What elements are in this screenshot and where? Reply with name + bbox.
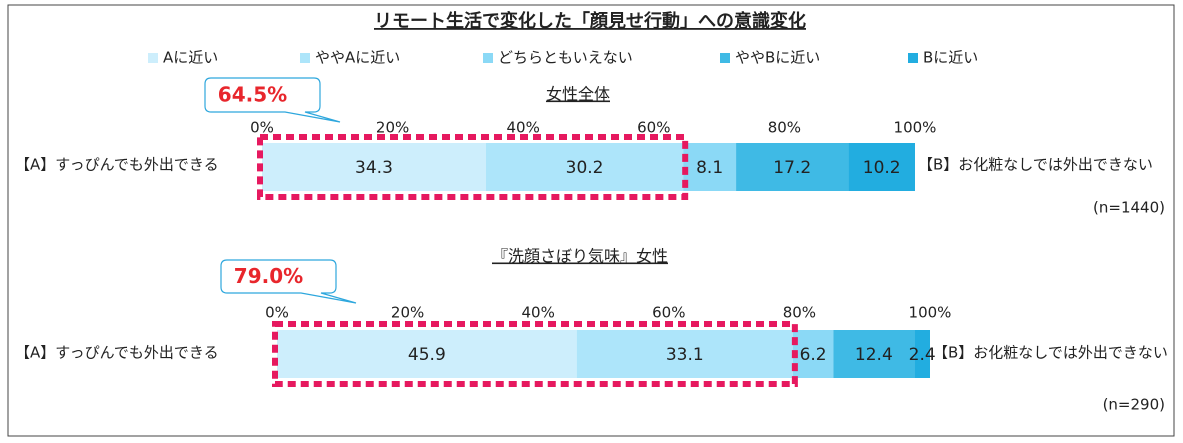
- subtitle: 女性全体: [546, 85, 610, 104]
- bar-segment: [792, 330, 834, 378]
- data-label: 10.2: [863, 158, 901, 178]
- legend-swatch: [148, 53, 158, 63]
- x-tick-label: 40%: [522, 304, 555, 322]
- bar-segment: [683, 143, 737, 191]
- chart-title: リモート生活で変化した「顔見せ行動」への意識変化: [374, 10, 806, 32]
- legend-swatch: [908, 53, 918, 63]
- data-label: 2.4: [909, 345, 936, 365]
- legend-label: Aに近い: [163, 49, 218, 67]
- x-tick-label: 80%: [768, 119, 801, 137]
- highlight-box: [272, 321, 798, 387]
- x-tick-label: 100%: [894, 119, 937, 137]
- x-tick-label: 60%: [652, 304, 685, 322]
- x-tick-label: 100%: [909, 304, 952, 322]
- x-tick-label: 40%: [507, 119, 540, 137]
- subtitle: 『洗顔さぼり気味』女性: [492, 247, 668, 266]
- data-label: 33.1: [666, 345, 704, 365]
- left-label: 【A】すっぴんでも外出できる: [15, 156, 219, 174]
- right-label: 【B】お化粧なしでは外出できない: [933, 344, 1168, 362]
- data-label: 12.4: [855, 345, 893, 365]
- data-label: 34.3: [355, 158, 393, 178]
- highlight-box: [257, 134, 689, 200]
- x-tick-label: 20%: [391, 304, 424, 322]
- bar-segment: [277, 330, 577, 378]
- x-tick-label: 0%: [250, 119, 274, 137]
- legend-label: どちらともいえない: [498, 49, 633, 67]
- left-label: 【A】すっぴんでも外出できる: [15, 344, 219, 362]
- bar-segment: [576, 330, 793, 378]
- legend-swatch: [300, 53, 310, 63]
- data-label: 30.2: [566, 158, 604, 178]
- data-label: 45.9: [408, 345, 446, 365]
- bar-segment: [833, 330, 915, 378]
- bar-segment: [848, 143, 915, 191]
- bar-segment: [262, 143, 486, 191]
- callout-label: 64.5%: [218, 83, 287, 107]
- bar-segment: [485, 143, 684, 191]
- legend-swatch: [483, 53, 493, 63]
- legend-label: ややAに近い: [315, 49, 400, 67]
- callout-bubble: [204, 77, 341, 123]
- legend-label: Bに近い: [923, 49, 978, 67]
- callout-bubble: [220, 259, 357, 304]
- x-tick-label: 0%: [265, 304, 289, 322]
- legend-label: ややBに近い: [735, 49, 820, 67]
- x-tick-label: 60%: [637, 119, 670, 137]
- data-label: 17.2: [773, 158, 811, 178]
- callout-label: 79.0%: [234, 264, 303, 288]
- sample-note: (n=290): [1103, 396, 1165, 414]
- right-label: 【B】お化粧なしでは外出できない: [918, 156, 1153, 174]
- frame: [7, 4, 1175, 437]
- data-label: 8.1: [696, 158, 723, 178]
- x-tick-label: 20%: [376, 119, 409, 137]
- x-tick-label: 80%: [783, 304, 816, 322]
- legend-swatch: [720, 53, 730, 63]
- sample-note: (n=1440): [1093, 199, 1165, 217]
- bar-segment: [736, 143, 849, 191]
- bar-segment: [914, 330, 930, 378]
- data-label: 6.2: [800, 345, 827, 365]
